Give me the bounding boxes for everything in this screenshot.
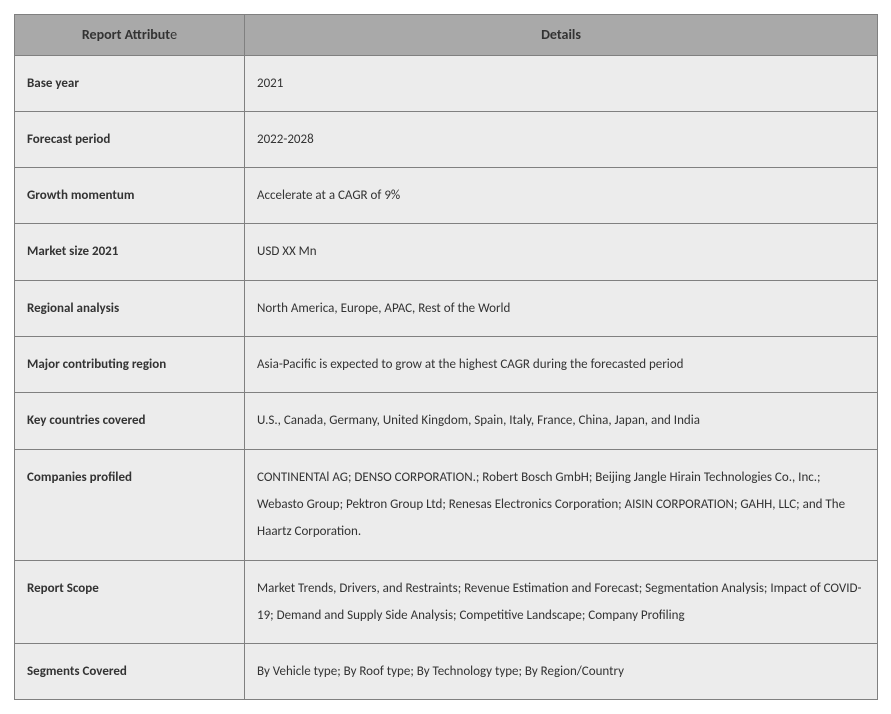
attr-cell: Major contributing region <box>15 337 245 393</box>
det-cell: Market Trends, Drivers, and Restraints; … <box>245 560 878 644</box>
det-cell: U.S., Canada, Germany, United Kingdom, S… <box>245 393 878 449</box>
det-cell: USD XX Mn <box>245 224 878 280</box>
table-row: Key countries covered U.S., Canada, Germ… <box>15 393 878 449</box>
attr-cell: Regional analysis <box>15 280 245 336</box>
det-cell: CONTINENTAl AG; DENSO CORPORATION.; Robe… <box>245 449 878 560</box>
det-cell: 2021 <box>245 55 878 111</box>
attr-cell: Segments Covered <box>15 644 245 700</box>
report-attributes-table: Report Attribute Details Base year 2021 … <box>14 14 878 700</box>
col-header-attribute: Report Attribute <box>15 15 245 56</box>
table-row: Segments Covered By Vehicle type; By Roo… <box>15 644 878 700</box>
attr-cell: Key countries covered <box>15 393 245 449</box>
det-cell: 2022-2028 <box>245 111 878 167</box>
table-header-row: Report Attribute Details <box>15 15 878 56</box>
attr-cell: Companies profiled <box>15 449 245 560</box>
attr-cell: Growth momentum <box>15 168 245 224</box>
table-row: Forecast period 2022-2028 <box>15 111 878 167</box>
attr-cell: Market size 2021 <box>15 224 245 280</box>
attr-cell: Base year <box>15 55 245 111</box>
attr-cell: Report Scope <box>15 560 245 644</box>
table-row: Major contributing region Asia-Pacific i… <box>15 337 878 393</box>
table-row: Market size 2021 USD XX Mn <box>15 224 878 280</box>
table-row: Base year 2021 <box>15 55 878 111</box>
table-row: Growth momentum Accelerate at a CAGR of … <box>15 168 878 224</box>
det-cell: By Vehicle type; By Roof type; By Techno… <box>245 644 878 700</box>
attr-cell: Forecast period <box>15 111 245 167</box>
det-cell: Accelerate at a CAGR of 9% <box>245 168 878 224</box>
table-row: Report Scope Market Trends, Drivers, and… <box>15 560 878 644</box>
det-cell: North America, Europe, APAC, Rest of the… <box>245 280 878 336</box>
table-row: Regional analysis North America, Europe,… <box>15 280 878 336</box>
table-row: Companies profiled CONTINENTAl AG; DENSO… <box>15 449 878 560</box>
det-cell: Asia-Pacific is expected to grow at the … <box>245 337 878 393</box>
col-header-details: Details <box>245 15 878 56</box>
